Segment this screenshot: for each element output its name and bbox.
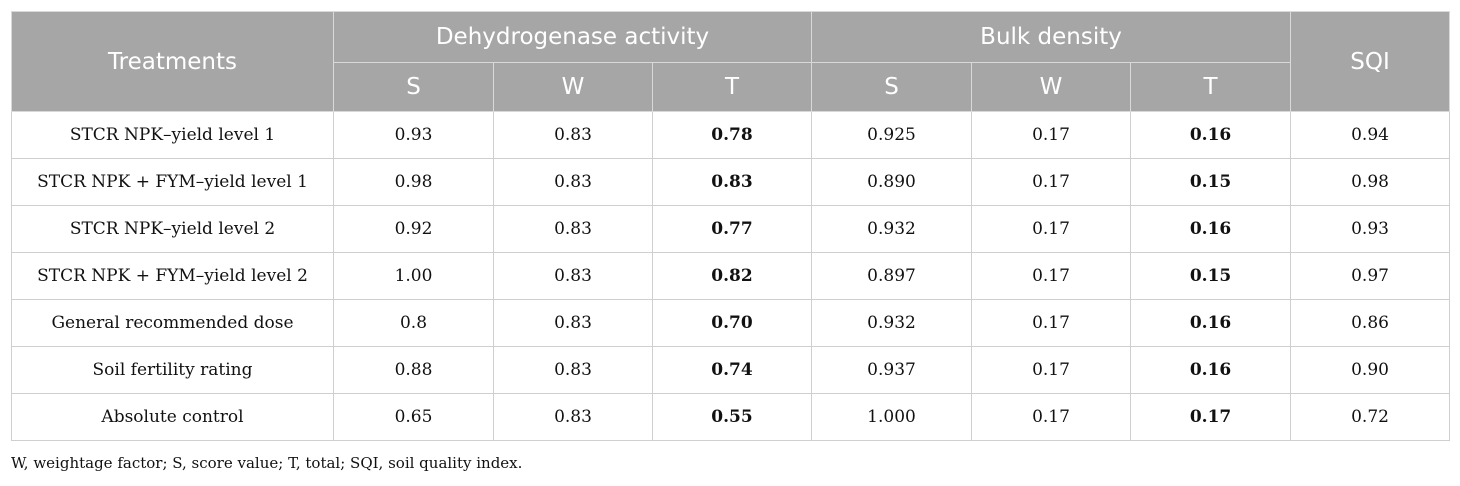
cell-dh-t: 0.82 xyxy=(651,252,813,300)
cell-bd-s: 0.932 xyxy=(811,205,973,253)
cell-treatment: General recommended dose xyxy=(11,299,334,347)
table-row: Soil fertility rating 0.88 0.83 0.74 0.9… xyxy=(11,346,1451,394)
cell-bd-s: 0.937 xyxy=(811,346,973,394)
table-row: STCR NPK + FYM–yield level 2 1.00 0.83 0… xyxy=(11,252,1451,300)
cell-sqi: 0.86 xyxy=(1290,299,1451,347)
cell-dh-t: 0.74 xyxy=(651,346,813,394)
subheader-dh-s: S xyxy=(333,62,494,112)
cell-sqi: 0.93 xyxy=(1290,205,1451,253)
cell-dh-s: 0.92 xyxy=(333,205,494,253)
table-row: General recommended dose 0.8 0.83 0.70 0… xyxy=(11,299,1451,347)
cell-sqi: 0.97 xyxy=(1290,252,1451,300)
cell-bd-s: 0.897 xyxy=(811,252,973,300)
subheader-bd-w: W xyxy=(971,62,1132,112)
cell-sqi: 0.98 xyxy=(1290,158,1451,206)
cell-dh-t: 0.77 xyxy=(651,205,813,253)
cell-treatment: STCR NPK + FYM–yield level 2 xyxy=(11,252,334,300)
cell-dh-t: 0.70 xyxy=(651,299,813,347)
table-header: Treatments Dehydrogenase activity Bulk d… xyxy=(11,11,1451,112)
table-footnote: W, weightage factor; S, score value; T, … xyxy=(11,454,523,472)
header-sqi: SQI xyxy=(1290,11,1451,112)
cell-dh-s: 1.00 xyxy=(333,252,494,300)
cell-treatment: Absolute control xyxy=(11,393,334,441)
cell-bd-t: 0.16 xyxy=(1130,205,1292,253)
subheader-dh-t: T xyxy=(651,62,813,112)
cell-bd-t: 0.16 xyxy=(1130,299,1292,347)
cell-dh-t: 0.78 xyxy=(651,111,813,159)
cell-bd-w: 0.17 xyxy=(971,111,1132,159)
cell-treatment: STCR NPK–yield level 2 xyxy=(11,205,334,253)
cell-dh-s: 0.98 xyxy=(333,158,494,206)
cell-sqi: 0.94 xyxy=(1290,111,1451,159)
cell-bd-t: 0.17 xyxy=(1130,393,1292,441)
table-row: STCR NPK + FYM–yield level 1 0.98 0.83 0… xyxy=(11,158,1451,206)
cell-dh-w: 0.83 xyxy=(493,252,653,300)
data-table-container: Treatments Dehydrogenase activity Bulk d… xyxy=(11,11,1451,441)
cell-bd-w: 0.17 xyxy=(971,393,1132,441)
cell-dh-s: 0.88 xyxy=(333,346,494,394)
header-treatments: Treatments xyxy=(11,11,334,112)
header-dehydrogenase-activity: Dehydrogenase activity xyxy=(332,11,813,63)
cell-bd-w: 0.17 xyxy=(971,158,1132,206)
subheader-dh-w: W xyxy=(493,62,653,112)
cell-bd-w: 0.17 xyxy=(971,252,1132,300)
cell-bd-s: 0.890 xyxy=(811,158,973,206)
cell-treatment: STCR NPK–yield level 1 xyxy=(11,111,334,159)
subheader-bd-t: T xyxy=(1130,62,1292,112)
cell-dh-w: 0.83 xyxy=(493,205,653,253)
cell-dh-s: 0.65 xyxy=(333,393,494,441)
table-row: Absolute control 0.65 0.83 0.55 1.000 0.… xyxy=(11,393,1451,441)
cell-bd-s: 1.000 xyxy=(811,393,973,441)
cell-treatment: STCR NPK + FYM–yield level 1 xyxy=(11,158,334,206)
cell-bd-t: 0.16 xyxy=(1130,346,1292,394)
subheader-bd-s: S xyxy=(811,62,973,112)
table-row: STCR NPK–yield level 1 0.93 0.83 0.78 0.… xyxy=(11,111,1451,159)
table-body: STCR NPK–yield level 1 0.93 0.83 0.78 0.… xyxy=(11,111,1451,441)
cell-dh-t: 0.55 xyxy=(651,393,813,441)
cell-dh-w: 0.83 xyxy=(493,158,653,206)
cell-dh-t: 0.83 xyxy=(651,158,813,206)
cell-sqi: 0.72 xyxy=(1290,393,1451,441)
cell-bd-w: 0.17 xyxy=(971,346,1132,394)
cell-sqi: 0.90 xyxy=(1290,346,1451,394)
cell-bd-t: 0.15 xyxy=(1130,158,1292,206)
cell-dh-w: 0.83 xyxy=(493,299,653,347)
cell-dh-s: 0.93 xyxy=(333,111,494,159)
cell-bd-t: 0.15 xyxy=(1130,252,1292,300)
header-bulk-density: Bulk density xyxy=(811,11,1292,63)
cell-bd-w: 0.17 xyxy=(971,205,1132,253)
cell-bd-w: 0.17 xyxy=(971,299,1132,347)
cell-bd-s: 0.925 xyxy=(811,111,973,159)
table-row: STCR NPK–yield level 2 0.92 0.83 0.77 0.… xyxy=(11,205,1451,253)
cell-treatment: Soil fertility rating xyxy=(11,346,334,394)
cell-bd-t: 0.16 xyxy=(1130,111,1292,159)
cell-dh-w: 0.83 xyxy=(493,111,653,159)
cell-bd-s: 0.932 xyxy=(811,299,973,347)
cell-dh-w: 0.83 xyxy=(493,393,653,441)
cell-dh-w: 0.83 xyxy=(493,346,653,394)
cell-dh-s: 0.8 xyxy=(333,299,494,347)
soil-quality-table: Treatments Dehydrogenase activity Bulk d… xyxy=(11,11,1451,441)
